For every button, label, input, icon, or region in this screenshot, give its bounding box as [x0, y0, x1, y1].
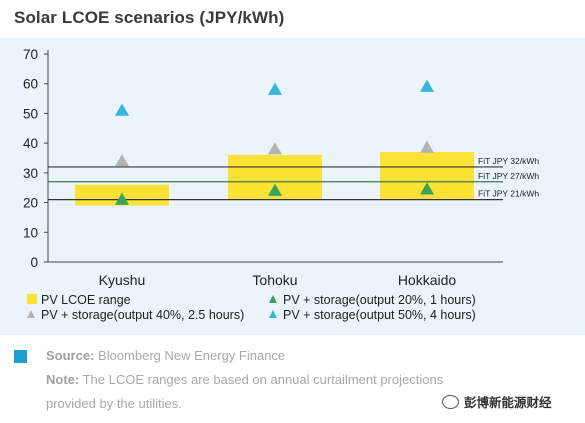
y-tick-label-30: 30: [23, 166, 38, 181]
marker-s1-kyushu: [115, 153, 129, 167]
fit-label-21: FiT JPY 21/kWh: [478, 189, 539, 199]
marker-s0-tohoku: [268, 183, 282, 196]
source-line: Source: Bloomberg New Energy Finance: [14, 344, 574, 368]
note-line-2: provided by the utilities.: [46, 396, 182, 411]
legend-swatch-0: [27, 294, 37, 304]
y-tick-label-20: 20: [23, 196, 38, 211]
y-tick-label-40: 40: [23, 136, 38, 151]
lcoe-chart: 0 10 20 30 40 50 60 70 FiT JPY 32/kWh FiT JPY 27/…: [23, 47, 539, 322]
legend-label-1: PV + storage(output 20%, 1 hours): [283, 293, 476, 307]
marker-s2-kyushu: [115, 103, 129, 116]
chart-title: Solar LCOE scenarios (JPY/kWh): [14, 8, 285, 27]
y-tick-label-70: 70: [23, 47, 38, 62]
legend-label-2: PV + storage(output 40%, 2.5 hours): [41, 308, 244, 322]
marker-s0-kyushu: [115, 192, 129, 205]
marker-s2-tohoku: [268, 82, 282, 95]
y-tick-label-60: 60: [23, 77, 38, 92]
marker-s0-hokkaido: [420, 182, 434, 195]
source-text: Bloomberg New Energy Finance: [94, 348, 286, 363]
note-text-1: The LCOE ranges are based on annual curt…: [79, 372, 444, 387]
fit-label-32: FiT JPY 32/kWh: [478, 156, 539, 166]
marker-s2-hokkaido: [420, 79, 434, 92]
source-label: Source:: [46, 348, 95, 363]
category-label-hokkaido: Hokkaido: [398, 272, 457, 288]
watermark: 彭博新能源财经: [442, 392, 552, 411]
legend-swatch-1: [269, 295, 277, 303]
category-label-kyushu: Kyushu: [99, 272, 146, 288]
legend-label-0: PV LCOE range: [41, 293, 131, 307]
legend-swatch-3: [269, 310, 277, 318]
watermark-text: 彭博新能源财经: [464, 396, 552, 410]
legend-label-3: PV + storage(output 50%, 4 hours): [283, 308, 476, 322]
legend-swatch-2: [27, 310, 35, 318]
source-accent-square: [14, 350, 27, 363]
y-tick-label-10: 10: [23, 225, 38, 240]
marker-s1-hokkaido: [420, 140, 434, 153]
note-label: Note:: [46, 372, 80, 387]
marker-s1-tohoku: [268, 142, 282, 155]
footnotes: Source: Bloomberg New Energy Finance Not…: [14, 344, 574, 416]
category-label-tohoku: Tohoku: [252, 272, 297, 288]
fit-label-27: FiT JPY 27/kWh: [478, 171, 539, 181]
y-tick-label-0: 0: [30, 255, 38, 270]
note-line: Note: The LCOE ranges are based on annua…: [14, 368, 574, 392]
y-tick-label-50: 50: [23, 106, 38, 121]
wechat-icon: [442, 394, 459, 409]
